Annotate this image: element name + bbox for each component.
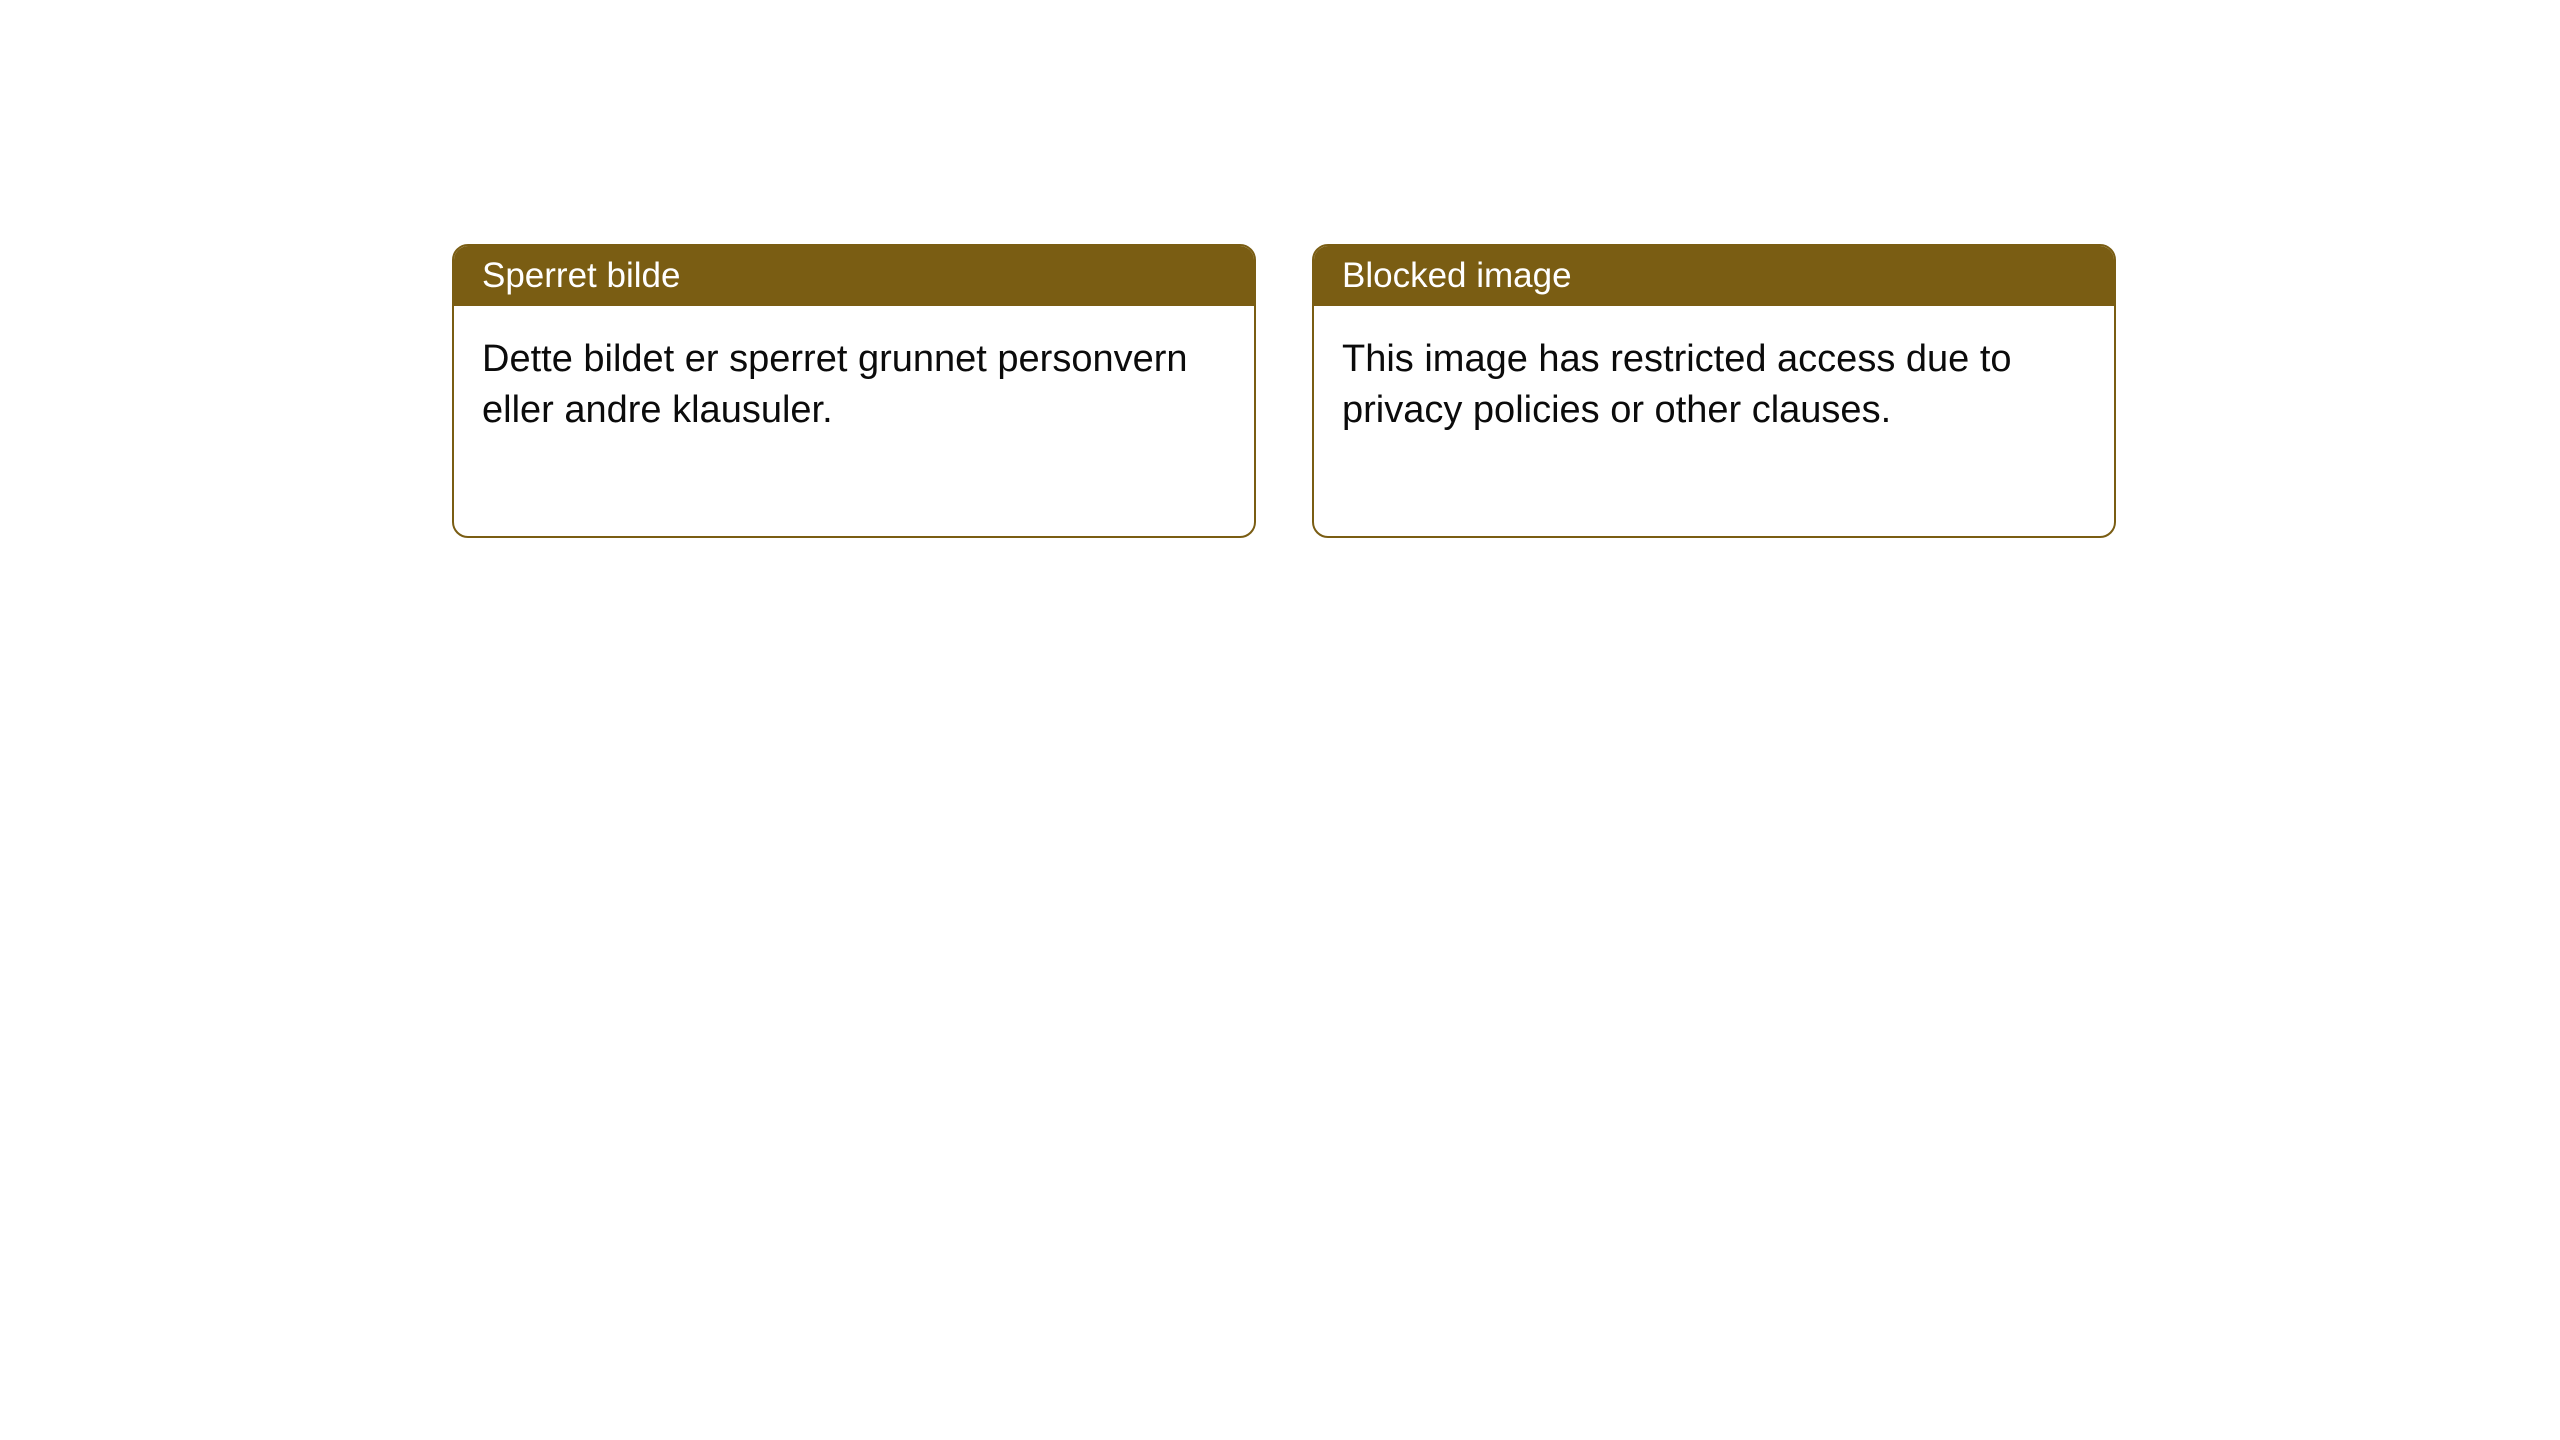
notice-body-en: This image has restricted access due to … [1314,306,2114,536]
notice-title-en: Blocked image [1314,246,2114,306]
notice-box-en: Blocked image This image has restricted … [1312,244,2116,538]
notice-title-no: Sperret bilde [454,246,1254,306]
notice-box-no: Sperret bilde Dette bildet er sperret gr… [452,244,1256,538]
notice-container: Sperret bilde Dette bildet er sperret gr… [0,0,2560,538]
notice-body-no: Dette bildet er sperret grunnet personve… [454,306,1254,536]
